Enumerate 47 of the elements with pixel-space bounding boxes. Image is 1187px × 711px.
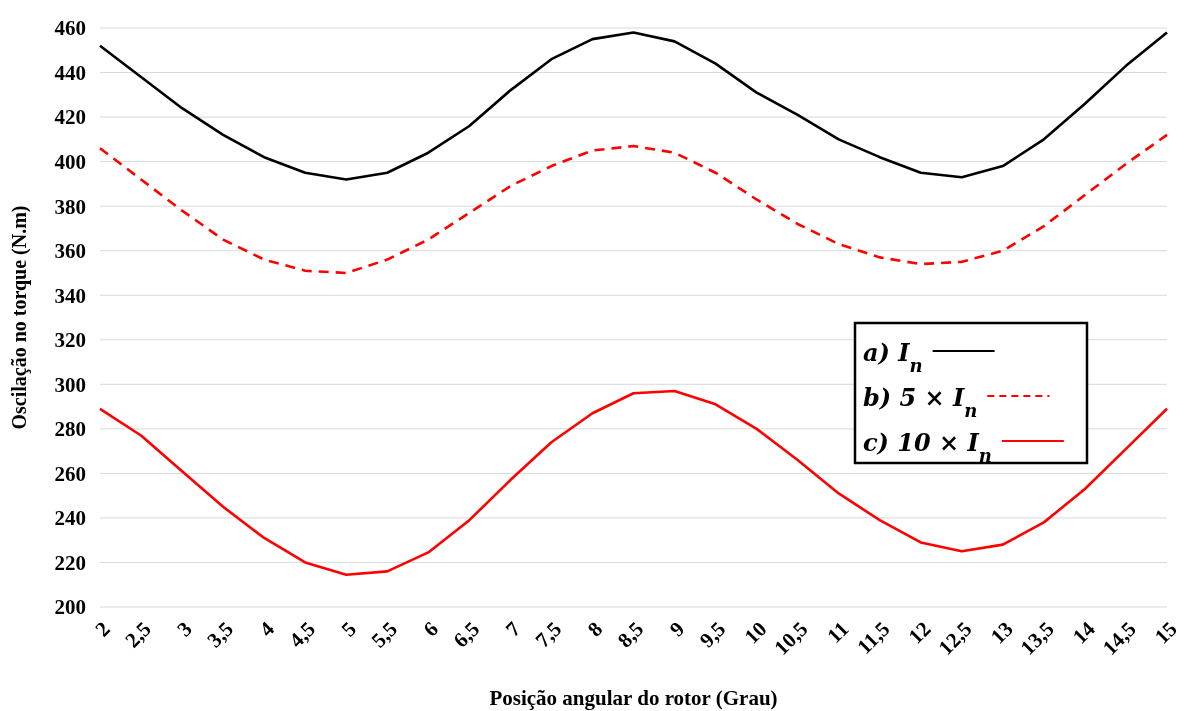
x-tick-label: 13,5: [1015, 616, 1059, 660]
x-tick-label: 8,5: [612, 616, 649, 653]
y-tick-label: 460: [54, 16, 86, 41]
y-tick-label: 340: [54, 283, 86, 308]
y-tick-label: 360: [54, 239, 86, 264]
legend-label: c) 10 × I$_{n}$: [863, 428, 992, 466]
x-tick-label: 3: [172, 616, 197, 642]
x-tick-label: 9,5: [694, 616, 731, 653]
x-tick-label: 11: [822, 616, 854, 648]
y-tick-label: 300: [54, 372, 86, 397]
x-tick-label: 4,5: [284, 616, 320, 653]
x-tick-label: 10: [739, 616, 772, 649]
x-axis-title: Posição angular do rotor (Grau): [489, 686, 778, 710]
y-tick-label: 420: [54, 105, 86, 130]
x-tick-label: 12: [903, 616, 936, 649]
x-tick-label: 6: [418, 616, 444, 642]
y-tick-label: 220: [54, 550, 86, 575]
line-series: [98, 133, 1169, 275]
x-tick-label: 15: [1149, 616, 1182, 649]
legend-label: a) I$_{n}$: [863, 338, 923, 376]
x-tick-label: 2,5: [120, 616, 156, 653]
x-tick-label: 5: [336, 616, 361, 642]
y-tick-label: 240: [54, 506, 86, 531]
x-tick-label: 4: [254, 616, 280, 642]
y-tick-label: 400: [54, 149, 86, 174]
x-tick-label: 7,5: [530, 616, 567, 653]
y-axis-title: Oscilação no torque (N.m): [8, 205, 31, 430]
x-tick-label: 8: [582, 616, 608, 642]
x-tick-label: 3,5: [202, 616, 238, 653]
x-tick-label: 13: [985, 616, 1018, 649]
x-tick-label: 12,5: [933, 616, 977, 660]
y-tick-label: 260: [54, 461, 86, 486]
y-tick-label: 200: [54, 595, 86, 620]
x-tick-label: 5,5: [366, 616, 402, 653]
y-tick-label: 320: [54, 328, 86, 353]
legend-label: b) 5 × I$_{n}$: [863, 383, 978, 421]
line-series: [98, 31, 1169, 181]
x-tick-label: 9: [664, 616, 690, 642]
x-tick-label: 7: [500, 616, 526, 642]
x-tick-label: 11,5: [852, 616, 895, 659]
y-tick-label: 280: [54, 417, 86, 442]
x-tick-label: 2: [90, 616, 115, 642]
y-tick-label: 440: [54, 60, 86, 85]
x-tick-label: 10,5: [769, 616, 813, 660]
x-tick-label: 6,5: [448, 616, 485, 653]
line-series: [98, 389, 1169, 577]
y-tick-label: 380: [54, 194, 86, 219]
